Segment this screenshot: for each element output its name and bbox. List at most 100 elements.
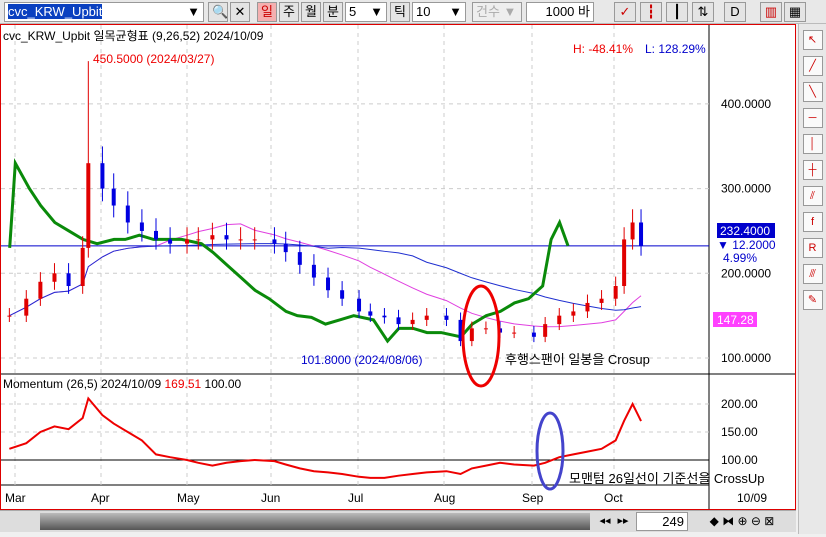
candle-body [630,222,635,240]
chevron-down-icon: ▼ [370,4,383,19]
magenta-line [9,223,642,328]
period-minute[interactable]: 분 [323,2,343,22]
search-clear-button[interactable]: ✕ [230,2,250,22]
pencil-icon[interactable]: ✎ [802,290,823,310]
chevron-down-icon: ▼ [187,4,200,19]
fibonacci-icon[interactable]: f [802,212,823,232]
candle-body [512,332,517,334]
scroll-left-icon[interactable]: ◂◂ [599,515,611,527]
x-tick-label: Oct [604,491,623,505]
horizontal-line-icon[interactable]: ─ [802,108,823,128]
tick-value: 10 [416,4,431,19]
chart-canvas[interactable]: cvc_KRW_Upbit 일목균형표 (9,26,52) 2024/10/09… [1,25,795,509]
low-info: L: 128.29% [645,42,706,56]
candle-body [185,239,190,244]
candle-body [238,239,243,241]
x-tick-label: May [177,491,200,505]
candle-body [224,235,229,240]
parallel-icon[interactable]: ⫻ [802,264,823,284]
candle-body [7,315,12,317]
candle-body [396,317,401,325]
tick-select[interactable]: 10 ▼ [412,2,466,22]
line-icon[interactable]: ╲ [802,82,823,102]
blue-highlight-ellipse [535,411,565,491]
candle-body [24,298,29,316]
minute-value: 5 [349,4,357,19]
momentum-tick-label: 150.00 [721,425,758,439]
candle-body [340,290,345,299]
momentum-tick-label: 100.00 [721,453,758,467]
chart-title: cvc_KRW_Upbit 일목균형표 (9,26,52) 2024/10/09 [3,29,264,43]
candle-body [469,328,474,342]
candle-body [543,324,548,337]
count-label: 건수 [476,4,500,19]
x-tick-label: Aug [434,491,455,505]
candle-body [410,319,415,325]
x-tick-label: Mar [5,491,26,505]
period-week[interactable]: 주 [279,2,299,22]
candle-body [283,243,288,253]
bar-icon[interactable]: ┃ [666,2,688,22]
min-price-label: 101.8000 (2024/08/06) [301,353,422,367]
candle-body [326,277,331,291]
bar-count-input[interactable]: 249 [636,512,688,531]
ratio-icon[interactable]: R [802,238,823,258]
x-tick-label: Sep [522,491,544,505]
candle-body [585,302,590,312]
minute-select[interactable]: 5 ▼ [345,2,387,22]
chart-panel[interactable]: cvc_KRW_Upbit 일목균형표 (9,26,52) 2024/10/09… [0,24,796,510]
count-unit: 바 [578,4,590,19]
period-day[interactable]: 일 [257,2,277,22]
candle-body [357,298,362,312]
tick-button[interactable]: 틱 [390,2,410,22]
x-tick-label: Apr [91,491,110,505]
candle-body [154,230,158,240]
scroll-right-icon[interactable]: ▸▸ [617,515,629,527]
candle-body [125,205,130,223]
momentum-line [9,396,642,479]
period-month[interactable]: 월 [301,2,321,22]
candle-body [52,273,57,282]
blue-line-value: 147.28 [717,313,754,327]
change-percent: 4.99% [723,251,757,265]
candle-body [368,311,373,316]
annotation-lagging-cross: 후행스팬이 일봉을 Crosup [505,352,650,367]
trendline-icon[interactable]: ╱ [802,56,823,76]
symbol-select[interactable]: cvc_KRW_Upbit ▼ [4,2,204,22]
candle-body [272,239,277,244]
count-select[interactable]: 건수 ▼ [472,2,522,22]
candle-body [66,273,71,287]
scrollbar[interactable]: ◂◂ ▸▸ 249 ◆ ⧓ ⊕ ⊖ ⊠ [0,510,796,532]
candle-body [444,315,449,320]
candle-icon[interactable]: ┇ [640,2,662,22]
sort-icon[interactable]: ⇅ [692,2,714,22]
document-icon[interactable]: D [724,2,746,22]
indicator-icon[interactable]: ▥ [760,2,782,22]
y-tick-label: 400.0000 [721,97,771,111]
grid-icon[interactable]: ▦ [784,2,806,22]
candle-body [622,239,627,287]
candle-body [38,281,43,299]
scroll-track[interactable] [40,513,590,530]
candle-body [571,311,576,316]
y-tick-label: 200.0000 [721,266,771,280]
cross-line-icon[interactable]: ┼ [802,160,823,180]
zoom-controls[interactable]: ◆ ⧓ ⊕ ⊖ ⊠ [709,514,775,528]
search-button[interactable]: 🔍 [208,2,228,22]
current-price-box [717,223,775,238]
x-end-label: 10/09 [737,491,767,505]
chart-type-icon[interactable]: ✓ [614,2,636,22]
candle-body [613,286,618,299]
right-toolbar: ↖ ╱ ╲ ─ │ ┼ ⫽ f R ⫻ ✎ [798,24,826,534]
annotation-momentum-cross: 모맨텀 26일선이 기준선을 CrossUp [569,471,764,486]
high-info: H: -48.41% [573,42,633,56]
cursor-icon[interactable]: ↖ [802,30,823,50]
candle-body [252,239,257,241]
channel-icon[interactable]: ⫽ [802,186,823,206]
candle-body [297,252,302,265]
symbol-value: cvc_KRW_Upbit [8,4,103,19]
candle-body [111,188,116,206]
vertical-line-icon[interactable]: │ [802,134,823,154]
candle-body [424,315,429,320]
count-input[interactable]: 1000 바 [526,2,594,22]
